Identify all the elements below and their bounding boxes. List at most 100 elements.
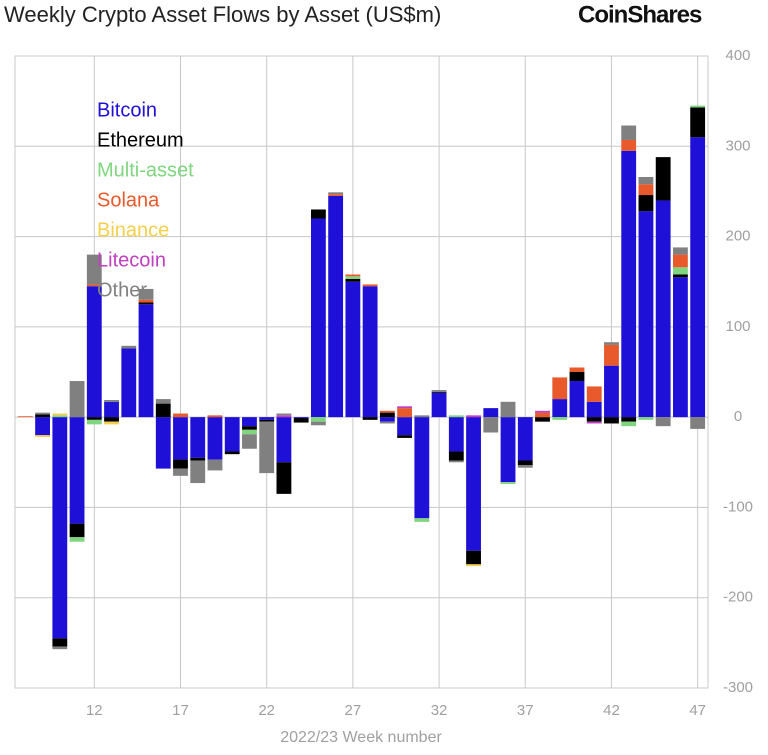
legend-label: Bitcoin — [97, 99, 157, 121]
bar — [673, 277, 688, 418]
bar — [276, 415, 292, 418]
bar — [569, 381, 585, 418]
bar — [604, 417, 619, 424]
bar — [552, 377, 568, 400]
bar — [52, 415, 68, 418]
bar — [345, 276, 361, 280]
bar — [138, 299, 154, 303]
bar — [259, 417, 275, 420]
bar — [466, 550, 481, 565]
bar — [638, 176, 654, 185]
bar — [379, 421, 395, 424]
x-tick-label: 12 — [86, 702, 103, 719]
bar — [276, 413, 292, 416]
bar — [397, 435, 413, 438]
legend-label: Solana — [97, 189, 160, 211]
bar — [517, 417, 533, 461]
bar — [86, 284, 102, 287]
x-axis-label: 2022/23 Week number — [280, 729, 442, 746]
bar — [190, 460, 206, 484]
bar — [104, 399, 119, 402]
y-tick-label: 100 — [725, 318, 750, 335]
bar — [448, 417, 464, 452]
bar — [138, 302, 154, 305]
bar — [379, 412, 395, 418]
bar — [121, 348, 137, 418]
bar — [328, 194, 344, 196]
x-tick-label: 27 — [345, 702, 362, 719]
bar — [466, 417, 481, 551]
bar — [259, 419, 275, 422]
bar — [483, 408, 499, 418]
bar — [621, 125, 637, 140]
bar — [621, 150, 637, 418]
x-tick-label: 22 — [258, 702, 275, 719]
bar — [310, 218, 326, 418]
bar — [207, 415, 223, 418]
bar — [690, 417, 706, 429]
bar — [35, 435, 50, 438]
bar — [690, 107, 706, 138]
y-tick-label: 300 — [725, 137, 750, 154]
x-tick-label: 42 — [603, 702, 620, 719]
bar — [259, 421, 275, 474]
bar — [673, 267, 688, 275]
bar — [207, 417, 223, 460]
bar — [500, 482, 516, 484]
bar — [190, 457, 206, 461]
bar — [397, 408, 413, 418]
bar — [483, 417, 499, 433]
bar — [448, 451, 464, 461]
bar — [138, 304, 154, 418]
bar — [242, 417, 257, 427]
bar — [52, 413, 68, 416]
bar — [414, 415, 430, 418]
y-tick-label: 200 — [725, 228, 750, 245]
bar — [293, 418, 309, 423]
bar — [86, 419, 102, 425]
bar — [69, 417, 85, 524]
bar — [586, 417, 602, 422]
y-tick-label: -200 — [723, 589, 753, 606]
x-tick-label: 47 — [689, 702, 706, 719]
bar — [293, 417, 309, 419]
bar — [690, 105, 706, 108]
bar — [310, 417, 326, 422]
bar — [69, 523, 85, 538]
bar — [655, 157, 671, 201]
bar — [173, 413, 188, 418]
bar — [621, 139, 637, 151]
bar — [586, 401, 602, 418]
bar — [86, 417, 102, 420]
y-tick-label: -100 — [723, 498, 753, 515]
legend-label: Binance — [97, 219, 169, 241]
legend-label: Other — [97, 279, 147, 301]
bar — [448, 460, 464, 463]
bar — [138, 288, 154, 300]
x-tick-label: 37 — [517, 702, 534, 719]
bar — [535, 410, 550, 413]
bar — [121, 345, 137, 349]
bar — [673, 254, 688, 268]
bar — [310, 209, 326, 219]
bar — [190, 417, 206, 458]
bar — [638, 195, 654, 212]
bar — [673, 274, 688, 278]
y-tick-label: -300 — [723, 679, 753, 696]
bar — [155, 399, 171, 404]
bar — [224, 417, 240, 452]
bar — [173, 459, 188, 469]
bar — [35, 412, 50, 415]
bar — [173, 417, 188, 460]
brand: CoinShares — [578, 1, 702, 28]
bar — [242, 429, 257, 435]
bar — [86, 254, 102, 285]
bar — [535, 412, 550, 418]
bar — [379, 417, 395, 422]
bar — [310, 421, 326, 426]
bar — [69, 537, 85, 542]
bar — [52, 638, 68, 647]
bar — [655, 200, 671, 418]
bar — [638, 211, 654, 418]
bar — [104, 421, 119, 425]
